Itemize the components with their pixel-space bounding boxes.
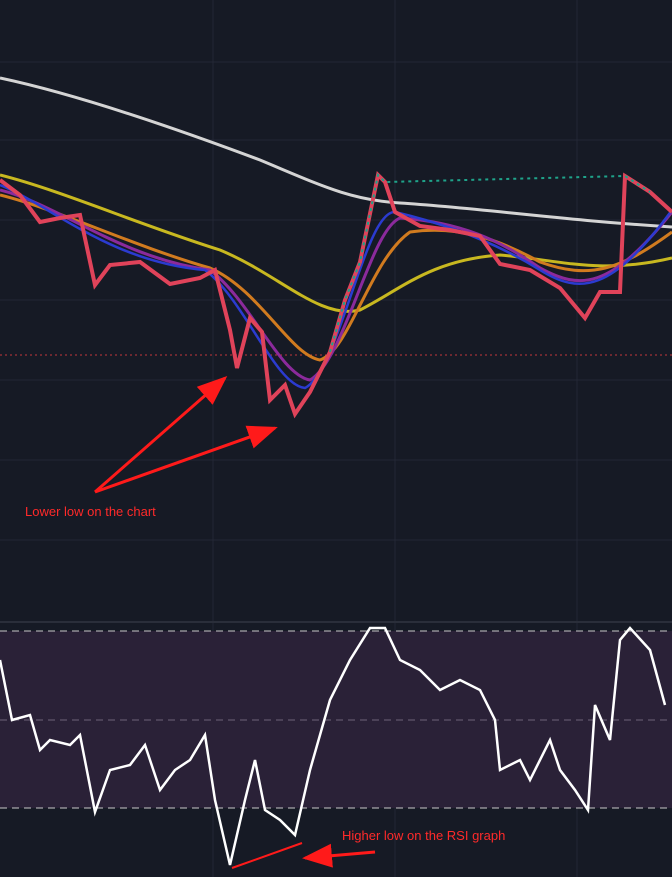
annotation: Higher low on the RSI graph: [342, 828, 505, 843]
price-candles-up: [329, 172, 651, 353]
arrow: [94, 376, 228, 494]
price-candles: [0, 170, 672, 419]
ma-200: [0, 76, 672, 229]
trend-line: [231, 842, 303, 869]
ma-100: [0, 173, 672, 313]
annotation: Lower low on the chart: [25, 504, 156, 519]
ma-50: [0, 193, 672, 362]
arrow: [94, 425, 278, 494]
arrow: [302, 843, 376, 868]
ma-10: [0, 183, 672, 390]
ma-20: [0, 188, 672, 382]
rsi-line: [0, 626, 667, 866]
